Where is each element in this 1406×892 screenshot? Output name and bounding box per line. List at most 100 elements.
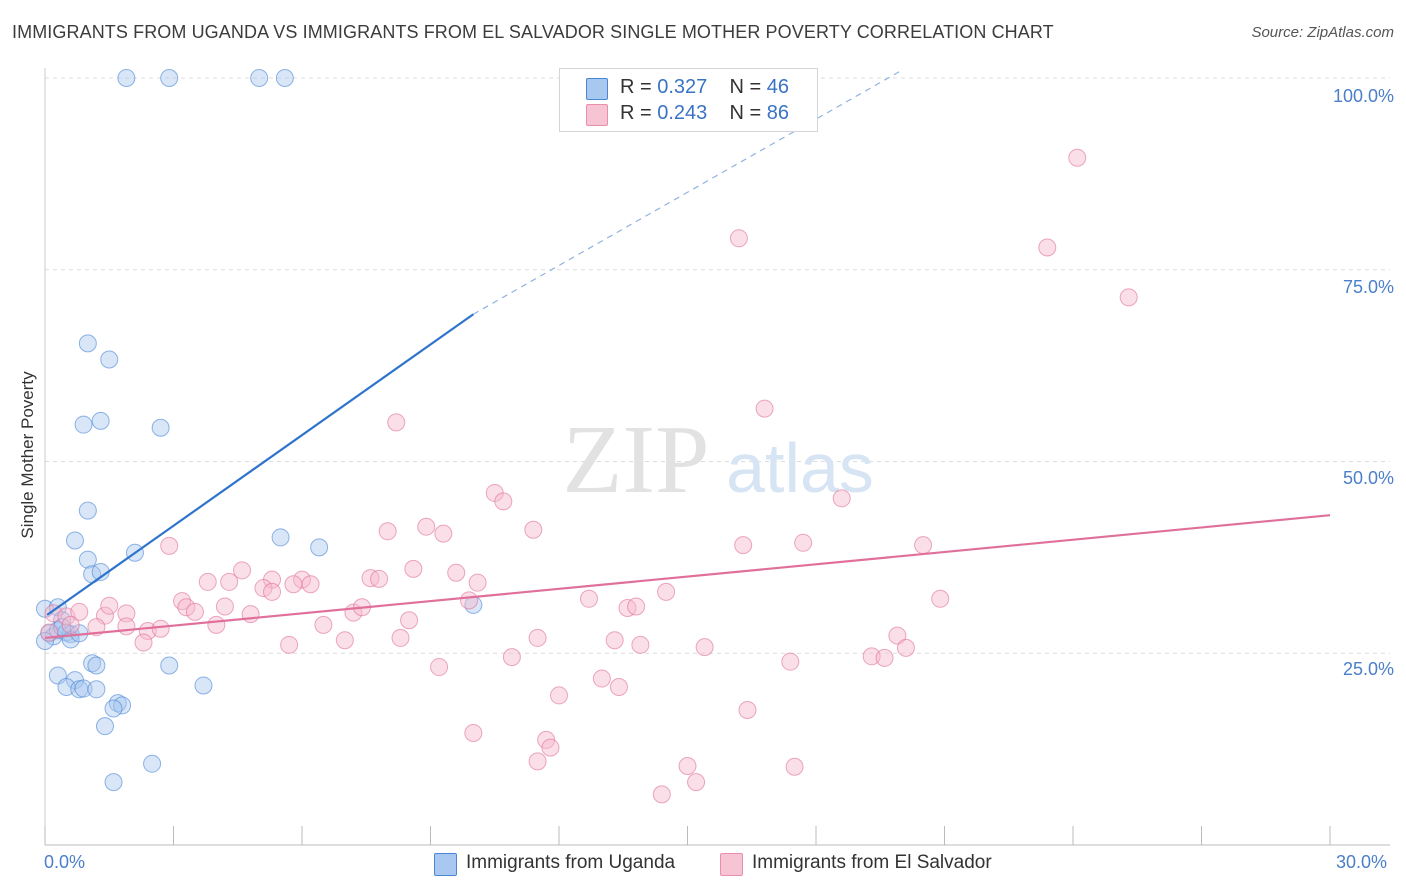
point-uganda [271,528,290,547]
point-uganda [87,656,106,675]
point-el-salvador [378,522,397,541]
point-el-salvador [241,605,260,624]
legend-n-value: 46 [766,76,790,98]
y-tick-100: 100.0% [1332,86,1394,106]
point-el-salvador [233,561,252,580]
point-uganda [160,656,179,675]
point-el-salvador [875,648,894,667]
point-el-salvador [592,669,611,688]
point-uganda [104,773,123,792]
point-el-salvador [400,611,419,630]
point-el-salvador [117,604,136,623]
point-el-salvador [627,597,646,616]
point-el-salvador [862,647,881,666]
point-el-salvador [896,638,915,657]
point-el-salvador [502,648,521,667]
point-el-salvador [464,724,483,743]
point-el-salvador [738,701,757,720]
point-uganda [91,411,110,430]
point-uganda [151,418,170,437]
legend-n-label: N = [729,76,767,98]
point-el-salvador [370,569,389,588]
y-tick-50: 50.0% [1342,468,1394,488]
point-uganda [65,531,84,550]
point-el-salvador [434,524,453,543]
point-uganda [310,538,329,557]
point-el-salvador [541,738,560,757]
point-el-salvador [207,615,226,634]
point-uganda [143,754,162,773]
point-el-salvador [185,602,204,621]
trend-line-uganda-extension [473,69,902,315]
source-label: Source: ZipAtlas.com [1251,24,1394,41]
point-uganda [250,69,269,87]
chart-title: IMMIGRANTS FROM UGANDA VS IMMIGRANTS FRO… [12,22,1054,42]
point-el-salvador [301,575,320,594]
point-uganda [117,69,136,87]
trend-line-el-salvador [44,514,1331,640]
point-el-salvador [404,559,423,578]
point-uganda [275,69,294,87]
point-el-salvador [263,582,282,601]
point-el-salvador [657,582,676,601]
point-uganda [78,501,97,520]
point-el-salvador [447,563,466,582]
point-el-salvador [284,575,303,594]
point-el-salvador [528,628,547,647]
point-el-salvador [1038,238,1057,257]
point-el-salvador [220,572,239,591]
point-el-salvador [70,602,89,621]
y-axis-label: Single Mother Poverty [18,371,37,539]
point-el-salvador [417,517,436,536]
y-tick-25: 25.0% [1342,659,1394,679]
point-uganda [104,699,123,718]
point-el-salvador [550,686,568,705]
point-el-salvador [785,757,804,776]
point-el-salvador [280,635,299,654]
point-el-salvador [100,596,119,615]
legend-n-label: N = [729,102,767,124]
point-el-salvador [151,619,170,638]
point-uganda [74,415,93,434]
bottom-legend-swatch-el-salvador [720,853,743,876]
legend-swatch-el-salvador [586,104,608,126]
legend-r-value: 0.327 [657,76,708,98]
legend-r-label: R = [620,76,658,98]
point-uganda [78,550,97,569]
point-el-salvador [695,638,714,657]
point-el-salvador [914,536,933,555]
point-el-salvador [335,631,354,650]
point-el-salvador [198,572,217,591]
point-el-salvador [254,579,273,598]
legend-r-label: R = [620,102,658,124]
point-el-salvador [87,618,106,637]
point-el-salvador [314,615,333,634]
point-el-salvador [460,591,479,610]
x-tick-max: 30.0% [1336,852,1388,872]
point-uganda [78,334,97,353]
trend-line-uganda [46,313,474,616]
point-el-salvador [391,628,410,647]
point-el-salvador [888,626,907,645]
point-el-salvador [61,615,80,634]
point-el-salvador [687,773,706,792]
point-el-salvador [524,520,543,539]
point-el-salvador [832,489,851,508]
point-el-salvador [729,229,748,248]
point-el-salvador [605,631,624,650]
point-el-salvador [468,573,487,592]
x-tick-min: 0.0% [44,852,86,872]
point-el-salvador [1119,288,1138,307]
point-el-salvador [931,589,950,608]
stats-legend: R = 0.327 N = 46 R = 0.243 N = 86 [559,68,818,132]
point-el-salvador [117,617,136,636]
point-el-salvador [430,658,449,677]
point-el-salvador [387,413,406,432]
y-tick-75: 75.0% [1342,277,1394,297]
bottom-legend-label-el-salvador: Immigrants from El Salvador [752,852,992,873]
point-el-salvador [652,785,671,804]
watermark-zip: ZIP [563,406,710,514]
point-el-salvador [494,492,513,511]
point-el-salvador [160,536,179,555]
